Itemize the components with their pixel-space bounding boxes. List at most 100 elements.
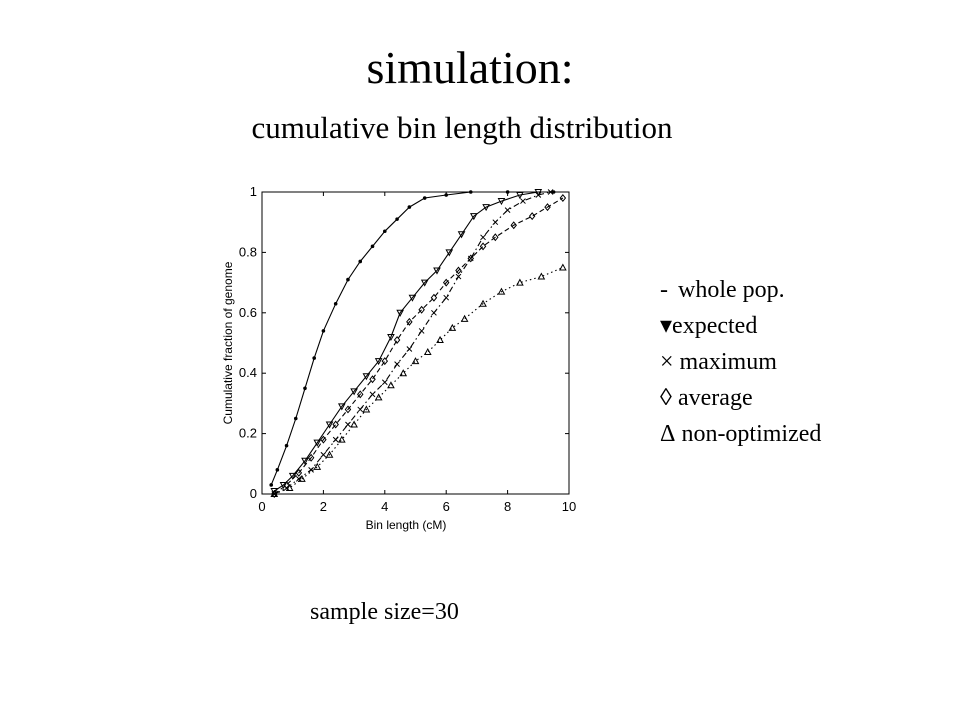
legend-item-non-optimized: Δ non-optimized [660,416,821,452]
data-point-average [492,233,499,242]
data-point-average [418,305,425,314]
data-point-average [510,221,517,230]
series-line-expected [273,191,539,492]
data-point-whole-pop [551,190,556,194]
data-point-non-optimized [298,474,306,482]
data-point-maximum [357,406,364,413]
data-point-average [283,480,290,489]
data-point-whole-pop [422,196,427,200]
data-point-average [369,375,376,384]
slide-title: simulation: [366,42,574,93]
data-point-maximum [418,328,425,334]
data-point-average [430,293,438,302]
data-point-non-optimized [537,272,546,280]
data-point-whole-pop [468,190,473,194]
data-point-average [544,203,551,212]
data-point-non-optimized [423,348,432,356]
x-tick-label: 4 [381,499,388,514]
data-point-expected [374,358,383,366]
data-point-expected [350,388,358,396]
data-point-average [295,468,303,477]
data-point-whole-pop [505,190,510,194]
data-point-maximum [381,379,388,386]
data-point-whole-pop [293,416,298,421]
legend-item-maximum: × maximum [660,344,821,380]
axis-ticks: 0 2 4 6 8 10 0 0.2 0.4 0.6 0.8 1 [239,184,576,514]
data-point-non-optimized [285,483,294,491]
data-point-expected [445,249,454,257]
data-point-non-optimized [374,393,383,401]
y-tick-label: 0.8 [239,244,257,259]
series-line-whole-pop [270,191,554,486]
data-point-expected [325,421,334,429]
data-point-whole-pop [312,356,316,360]
x-tick-label: 6 [443,499,450,514]
data-point-whole-pop [407,205,412,209]
data-point-non-optimized [325,450,334,458]
data-point-maximum [547,189,554,195]
legend: - whole pop. ▾expected × maximum ◊ avera… [660,272,821,452]
data-point-expected [497,198,506,206]
legend-symbol-non-optimized: Δ [660,421,676,447]
legend-item-average: ◊ average [660,380,821,416]
data-point-maximum [295,476,302,482]
data-point-whole-pop [269,483,274,487]
data-point-non-optimized [436,335,444,343]
x-tick-label: 0 [258,499,265,514]
data-point-maximum [406,346,413,352]
legend-item-whole-pop: - whole pop. [660,272,821,308]
data-point-non-optimized [479,299,487,307]
legend-symbol-average: ◊ [660,385,672,411]
data-point-non-optimized [337,435,346,443]
data-point-maximum [504,207,511,213]
y-tick-label: 1 [250,184,257,199]
data-point-maximum [480,234,486,241]
x-tick-label: 8 [504,499,511,514]
legend-symbol-whole-pop: - [660,277,668,303]
series-whole-pop [269,190,556,487]
data-point-non-optimized [516,278,524,286]
data-point-whole-pop [395,217,399,221]
data-point-average [271,490,278,498]
series-layer [269,189,567,498]
data-point-whole-pop [444,193,449,197]
data-point-average [332,420,339,429]
data-point-non-optimized [313,462,322,470]
series-line-average [273,197,564,495]
legend-label-non-optimized: non-optimized [681,421,822,447]
data-point-non-optimized [460,314,469,322]
data-point-non-optimized [350,420,358,428]
data-point-maximum [308,466,314,473]
series-maximum [271,189,554,497]
data-point-expected [457,231,466,239]
data-point-average [559,194,567,203]
data-point-average [393,335,401,344]
data-point-expected [313,439,322,447]
data-point-non-optimized [387,381,395,389]
y-axis-label: Cumulative fraction of genome [221,261,235,424]
y-tick-label: 0.2 [239,426,257,441]
legend-label-whole-pop: whole pop. [678,277,785,303]
data-point-expected [534,189,543,197]
data-point-non-optimized [362,405,371,413]
data-point-non-optimized [559,263,567,271]
data-point-maximum [455,273,462,280]
data-point-non-optimized [411,357,420,365]
y-tick-label: 0 [250,486,257,501]
series-expected [270,189,543,496]
data-point-expected [396,309,404,317]
data-point-expected [279,481,288,489]
data-point-average [381,357,389,366]
data-point-whole-pop [284,443,289,448]
series-line-maximum [274,191,551,495]
data-point-non-optimized [399,369,408,377]
legend-label-expected: expected [672,313,758,339]
data-point-whole-pop [333,301,338,306]
data-point-expected [288,472,297,480]
data-point-whole-pop [383,229,387,234]
data-point-average [344,405,352,414]
data-point-maximum [520,198,526,204]
data-point-expected [387,333,395,342]
data-point-non-optimized [497,287,506,295]
